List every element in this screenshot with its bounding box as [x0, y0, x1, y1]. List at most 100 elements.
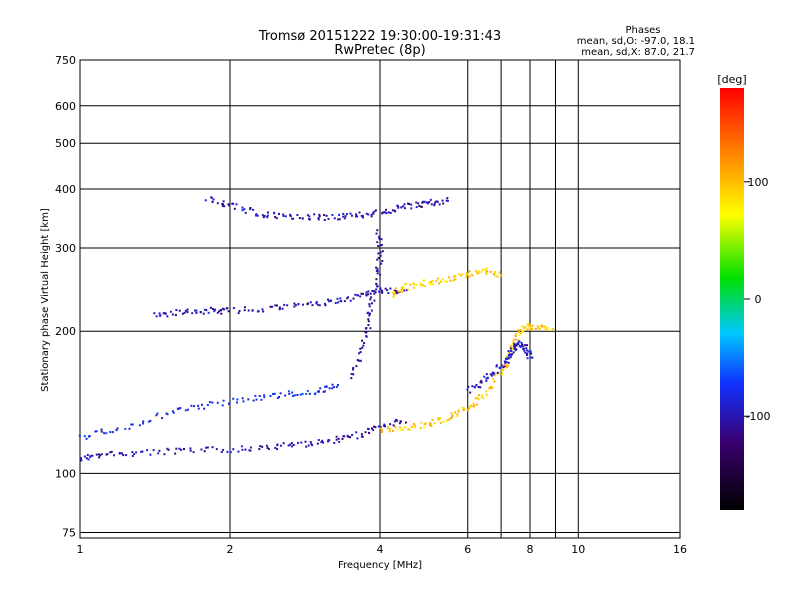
data-point-F-upper-X: [494, 271, 496, 274]
data-point-E-third-O: [381, 212, 384, 215]
data-point-E-second-O: [278, 307, 281, 310]
data-point-E-third-O: [372, 212, 375, 215]
data-point-F-layer-X: [492, 377, 494, 380]
data-point-E-layer-O: [226, 450, 229, 453]
data-point-F-cusp-O: [366, 312, 369, 315]
data-point-F-layer-O: [499, 367, 502, 370]
data-point-E-sporadic-mixed: [109, 431, 112, 433]
data-point-E-second-O: [340, 300, 343, 303]
data-point-E-sporadic-mixed: [100, 430, 103, 433]
data-point-F-cusp-O: [379, 273, 382, 276]
data-point-F-upper-X: [424, 285, 427, 288]
data-point-F-layer-X: [502, 368, 505, 371]
data-point-E-sporadic-mixed: [325, 385, 328, 388]
data-point-E-sporadic-mixed: [176, 407, 179, 410]
data-point-E-third-O: [243, 208, 246, 211]
data-point-F-layer-X: [544, 325, 547, 328]
data-point-E-third-O: [235, 203, 238, 206]
data-point-E-layer-O: [149, 453, 152, 456]
data-point-E-layer-O: [189, 447, 192, 450]
data-point-E-second-O: [209, 306, 212, 309]
data-point-E-second-O: [395, 290, 398, 293]
data-point-F-layer-O: [524, 344, 527, 347]
data-point-E-layer-O: [290, 442, 293, 445]
data-point-F-layer-X: [469, 406, 472, 409]
x-axis-label: Frequency [MHz]: [338, 560, 422, 571]
data-point-E-layer-O: [83, 455, 86, 458]
data-point-E-second-O: [216, 311, 219, 314]
data-point-F-layer-X: [517, 339, 520, 342]
data-point-F-cusp-O: [359, 359, 362, 362]
data-point-F-layer-X: [419, 427, 422, 430]
data-point-E-sporadic-mixed: [278, 396, 280, 398]
data-point-E-layer-O: [368, 432, 371, 434]
data-point-F-layer-X: [512, 338, 515, 341]
data-point-E-layer-O: [276, 443, 279, 446]
data-point-F-layer-O: [509, 347, 512, 350]
data-point-E-sporadic-mixed: [331, 387, 334, 390]
data-point-F-layer-X: [501, 369, 504, 372]
data-point-E-third-O: [370, 215, 373, 218]
data-point-E-second-O: [174, 314, 177, 317]
data-point-E-layer-O: [338, 440, 341, 443]
data-point-F-cusp-O: [352, 373, 355, 376]
data-point-E-sporadic-mixed: [236, 401, 238, 404]
data-point-F-upper-X: [430, 281, 432, 284]
data-point-F-layer-O: [525, 354, 528, 356]
data-point-E-sporadic-mixed: [332, 386, 335, 389]
data-point-E-layer-O: [215, 448, 218, 451]
data-point-E-second-O: [261, 308, 264, 311]
data-point-F-upper-X: [461, 273, 464, 276]
data-point-F-layer-X: [429, 424, 431, 427]
data-point-E-layer-O: [356, 437, 359, 440]
data-point-E-second-O: [386, 289, 389, 292]
data-point-E-second-O: [220, 312, 223, 315]
data-point-E-third-O: [435, 200, 438, 203]
x-tick-label: 10: [571, 543, 585, 556]
data-point-E-layer-O: [383, 423, 386, 426]
data-point-E-sporadic-mixed: [100, 428, 103, 431]
data-point-E-sporadic-mixed: [156, 412, 159, 415]
data-point-E-third-O: [252, 208, 255, 211]
data-point-E-layer-O: [163, 453, 166, 456]
data-point-E-sporadic-mixed: [171, 410, 174, 413]
data-point-E-layer-O: [305, 445, 308, 448]
data-point-E-layer-O: [167, 448, 170, 451]
data-point-F-layer-X: [396, 428, 399, 431]
data-point-E-sporadic-mixed: [284, 394, 287, 397]
data-point-E-third-O: [441, 199, 444, 202]
x-tick-label: 8: [527, 543, 534, 556]
data-point-F-layer-O: [518, 340, 521, 343]
x-tick-label: 6: [464, 543, 471, 556]
data-point-E-layer-O: [310, 442, 313, 445]
data-point-F-layer-X: [477, 394, 480, 397]
data-point-F-cusp-O: [369, 327, 372, 330]
data-point-E-second-O: [186, 311, 189, 314]
data-point-E-layer-O: [98, 456, 101, 459]
data-point-F-layer-X: [439, 417, 441, 420]
data-point-F-cusp-O: [368, 305, 371, 308]
data-point-F-cusp-O: [380, 238, 383, 241]
data-point-F-cusp-O: [375, 288, 378, 291]
data-point-E-third-O: [417, 202, 420, 205]
data-point-E-third-O: [241, 206, 244, 209]
data-point-F-layer-X: [514, 335, 517, 337]
data-point-F-cusp-O: [375, 266, 378, 269]
data-point-E-layer-O: [309, 441, 312, 444]
data-point-F-layer-X: [451, 415, 454, 418]
data-point-E-third-O: [338, 213, 340, 216]
data-point-E-second-O: [262, 310, 265, 313]
data-point-F-layer-X: [413, 426, 416, 429]
data-point-F-layer-X: [431, 419, 434, 422]
data-point-F-cusp-O: [378, 237, 381, 240]
data-point-E-third-O: [429, 198, 432, 201]
data-point-E-sporadic-mixed: [147, 420, 150, 423]
data-point-E-layer-O: [100, 453, 103, 456]
data-point-E-sporadic-mixed: [208, 401, 211, 404]
data-point-E-layer-O: [346, 435, 349, 438]
data-point-F-cusp-O: [368, 314, 371, 317]
data-point-E-sporadic-mixed: [291, 391, 294, 394]
data-point-F-upper-X: [500, 274, 503, 277]
data-point-E-second-O: [302, 303, 304, 306]
